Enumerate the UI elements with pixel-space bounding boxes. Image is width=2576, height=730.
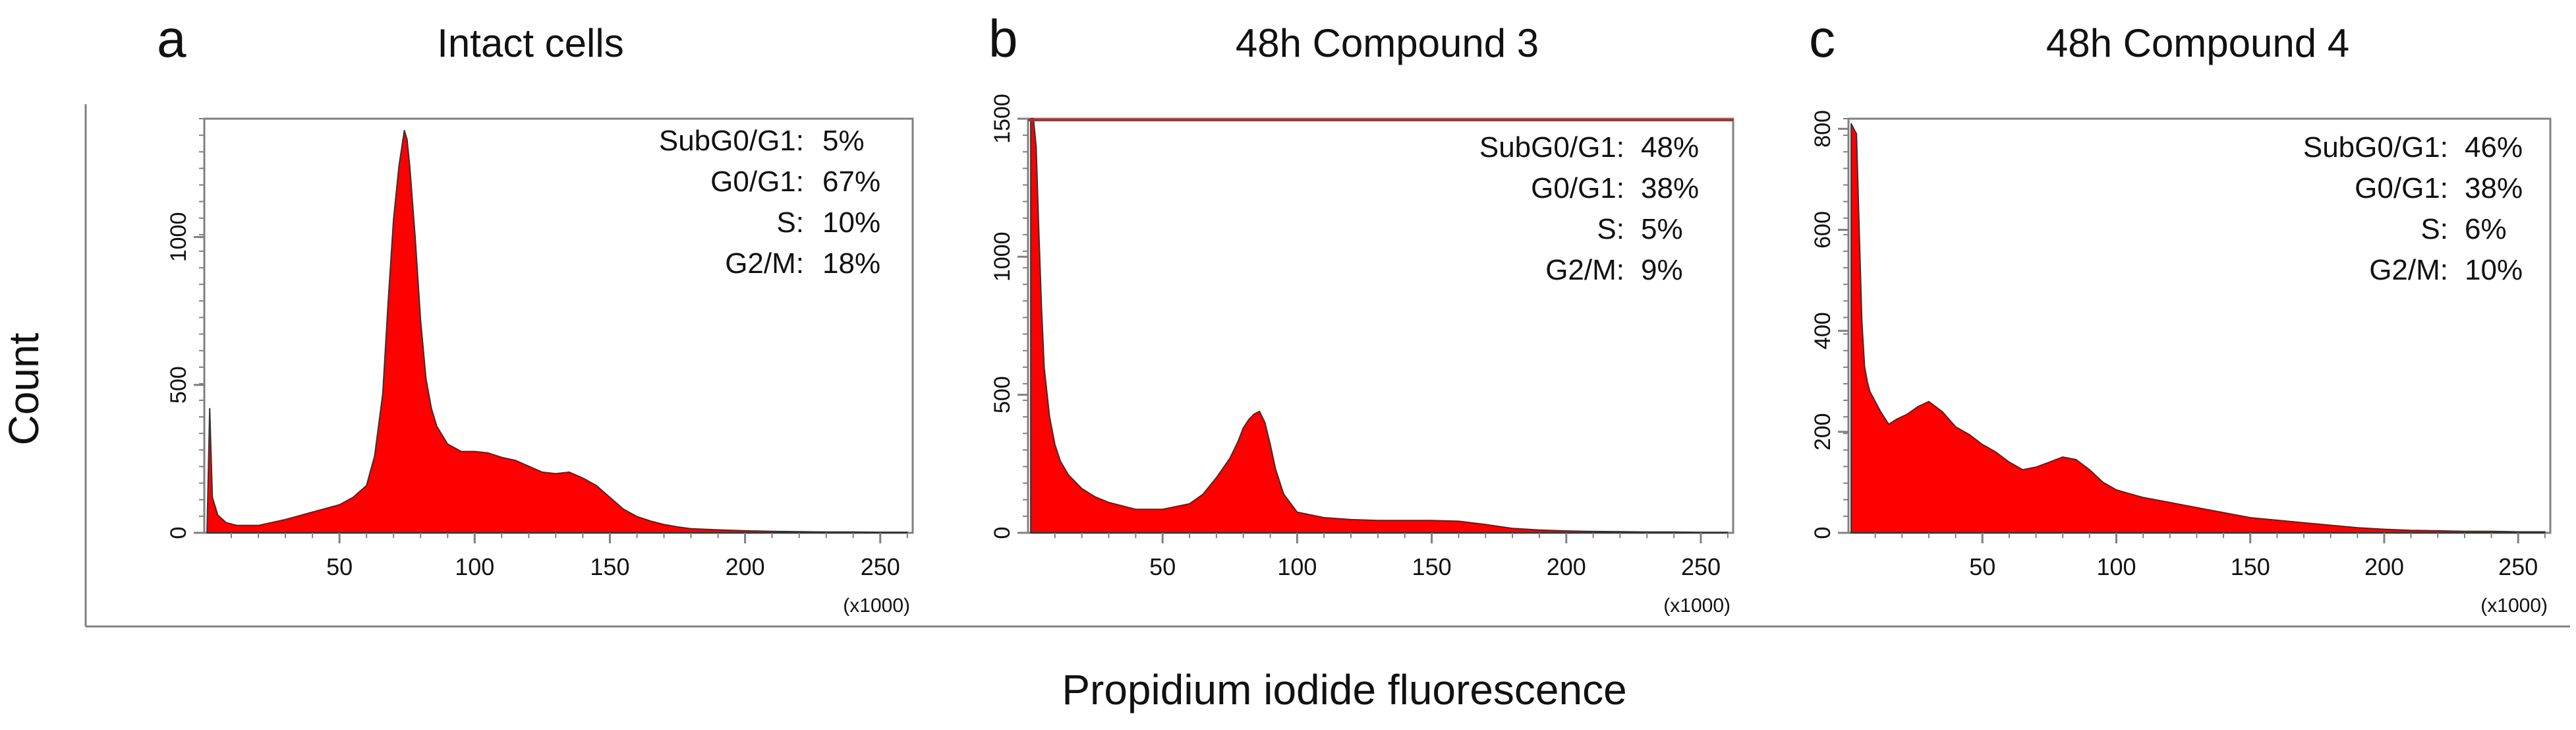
x-tick-label: 250	[1681, 553, 1721, 580]
x-tick-label: 150	[1412, 553, 1452, 580]
panel-b: b 48h Compound 3 0 500 1000 1500 50 100 150 200 25…	[988, 9, 1734, 617]
panel-title: Intact cells	[437, 21, 623, 65]
stat-label: S:	[1597, 213, 1624, 245]
x-tick-label: 50	[1149, 553, 1176, 580]
panel-title: 48h Compound 4	[2046, 21, 2349, 65]
panel-a: a Intact cells 0 500 1000 50 100 150 200 250 (x100…	[157, 9, 914, 617]
stat-label: S:	[2420, 213, 2448, 245]
histogram-area	[1850, 123, 2546, 533]
panel-letter: b	[988, 9, 1018, 68]
x-tick-label: 150	[590, 553, 629, 580]
y-tick-label: 500	[990, 376, 1015, 413]
stat-label: SubG0/G1:	[2303, 131, 2448, 164]
panel-title: 48h Compound 3	[1236, 21, 1539, 65]
stat-label: G2/M:	[2369, 254, 2448, 286]
stat-value: 46%	[2465, 131, 2523, 164]
stat-label: G0/G1:	[710, 166, 804, 198]
plot-frame	[203, 117, 914, 534]
stat-label: G2/M:	[725, 247, 804, 280]
stat-label: SubG0/G1:	[659, 125, 804, 157]
stat-value: 38%	[1641, 172, 1699, 204]
stat-value: 6%	[2465, 213, 2507, 245]
stat-label: G0/G1:	[1531, 172, 1624, 204]
stat-label: S:	[776, 206, 804, 239]
y-tick-label: 500	[166, 366, 191, 404]
stat-value: 5%	[822, 125, 865, 157]
x-tick-label: 250	[2498, 553, 2538, 580]
y-tick-label: 200	[1810, 413, 1835, 450]
stat-value: 5%	[1641, 213, 1683, 245]
x-tick-label: 100	[1277, 553, 1317, 580]
histogram-area	[1030, 118, 1729, 533]
shared-x-label: Propidium iodide fluorescence	[1062, 666, 1626, 714]
stat-label: G2/M:	[1545, 254, 1624, 286]
x-unit-label: (x1000)	[1663, 595, 1731, 617]
x-tick-label: 50	[1969, 553, 1995, 580]
x-tick-label: 200	[2364, 553, 2404, 580]
stat-value: 9%	[1641, 254, 1683, 286]
panel-letter: a	[157, 9, 186, 68]
histogram-area	[206, 129, 908, 533]
x-tick-label: 150	[2231, 553, 2270, 580]
y-tick-label: 400	[1810, 312, 1835, 350]
y-tick-label: 1000	[166, 212, 191, 262]
x-tick-label: 250	[861, 553, 900, 580]
x-unit-label: (x1000)	[843, 595, 910, 617]
plot-frame	[1027, 117, 1734, 534]
y-tick-label: 0	[166, 527, 191, 539]
stat-label: G0/G1:	[2355, 172, 2448, 204]
y-tick-label: 1500	[990, 94, 1015, 144]
panel-letter: c	[1809, 9, 1835, 68]
x-tick-label: 100	[455, 553, 494, 580]
stat-value: 48%	[1641, 131, 1699, 164]
x-tick-label: 50	[326, 553, 353, 580]
stat-value: 10%	[822, 206, 880, 239]
y-tick-label: 0	[1810, 527, 1835, 539]
x-unit-label: (x1000)	[2480, 595, 2548, 617]
y-tick-label: 0	[990, 527, 1015, 539]
stat-label: SubG0/G1:	[1479, 131, 1624, 164]
y-tick-label: 800	[1810, 110, 1835, 148]
y-tick-label: 600	[1810, 211, 1835, 249]
panel-c: c 48h Compound 4 0 200 400 600 800 50 100 150 200 2…	[1809, 9, 2552, 617]
y-tick-label: 1000	[990, 232, 1015, 282]
shared-y-label: Count	[0, 332, 47, 445]
stat-value: 38%	[2465, 172, 2523, 204]
x-tick-label: 200	[726, 553, 765, 580]
stat-value: 18%	[822, 247, 880, 280]
x-tick-label: 100	[2096, 553, 2136, 580]
stat-value: 10%	[2465, 254, 2523, 286]
x-tick-label: 200	[1547, 553, 1586, 580]
stat-value: 67%	[822, 166, 880, 198]
